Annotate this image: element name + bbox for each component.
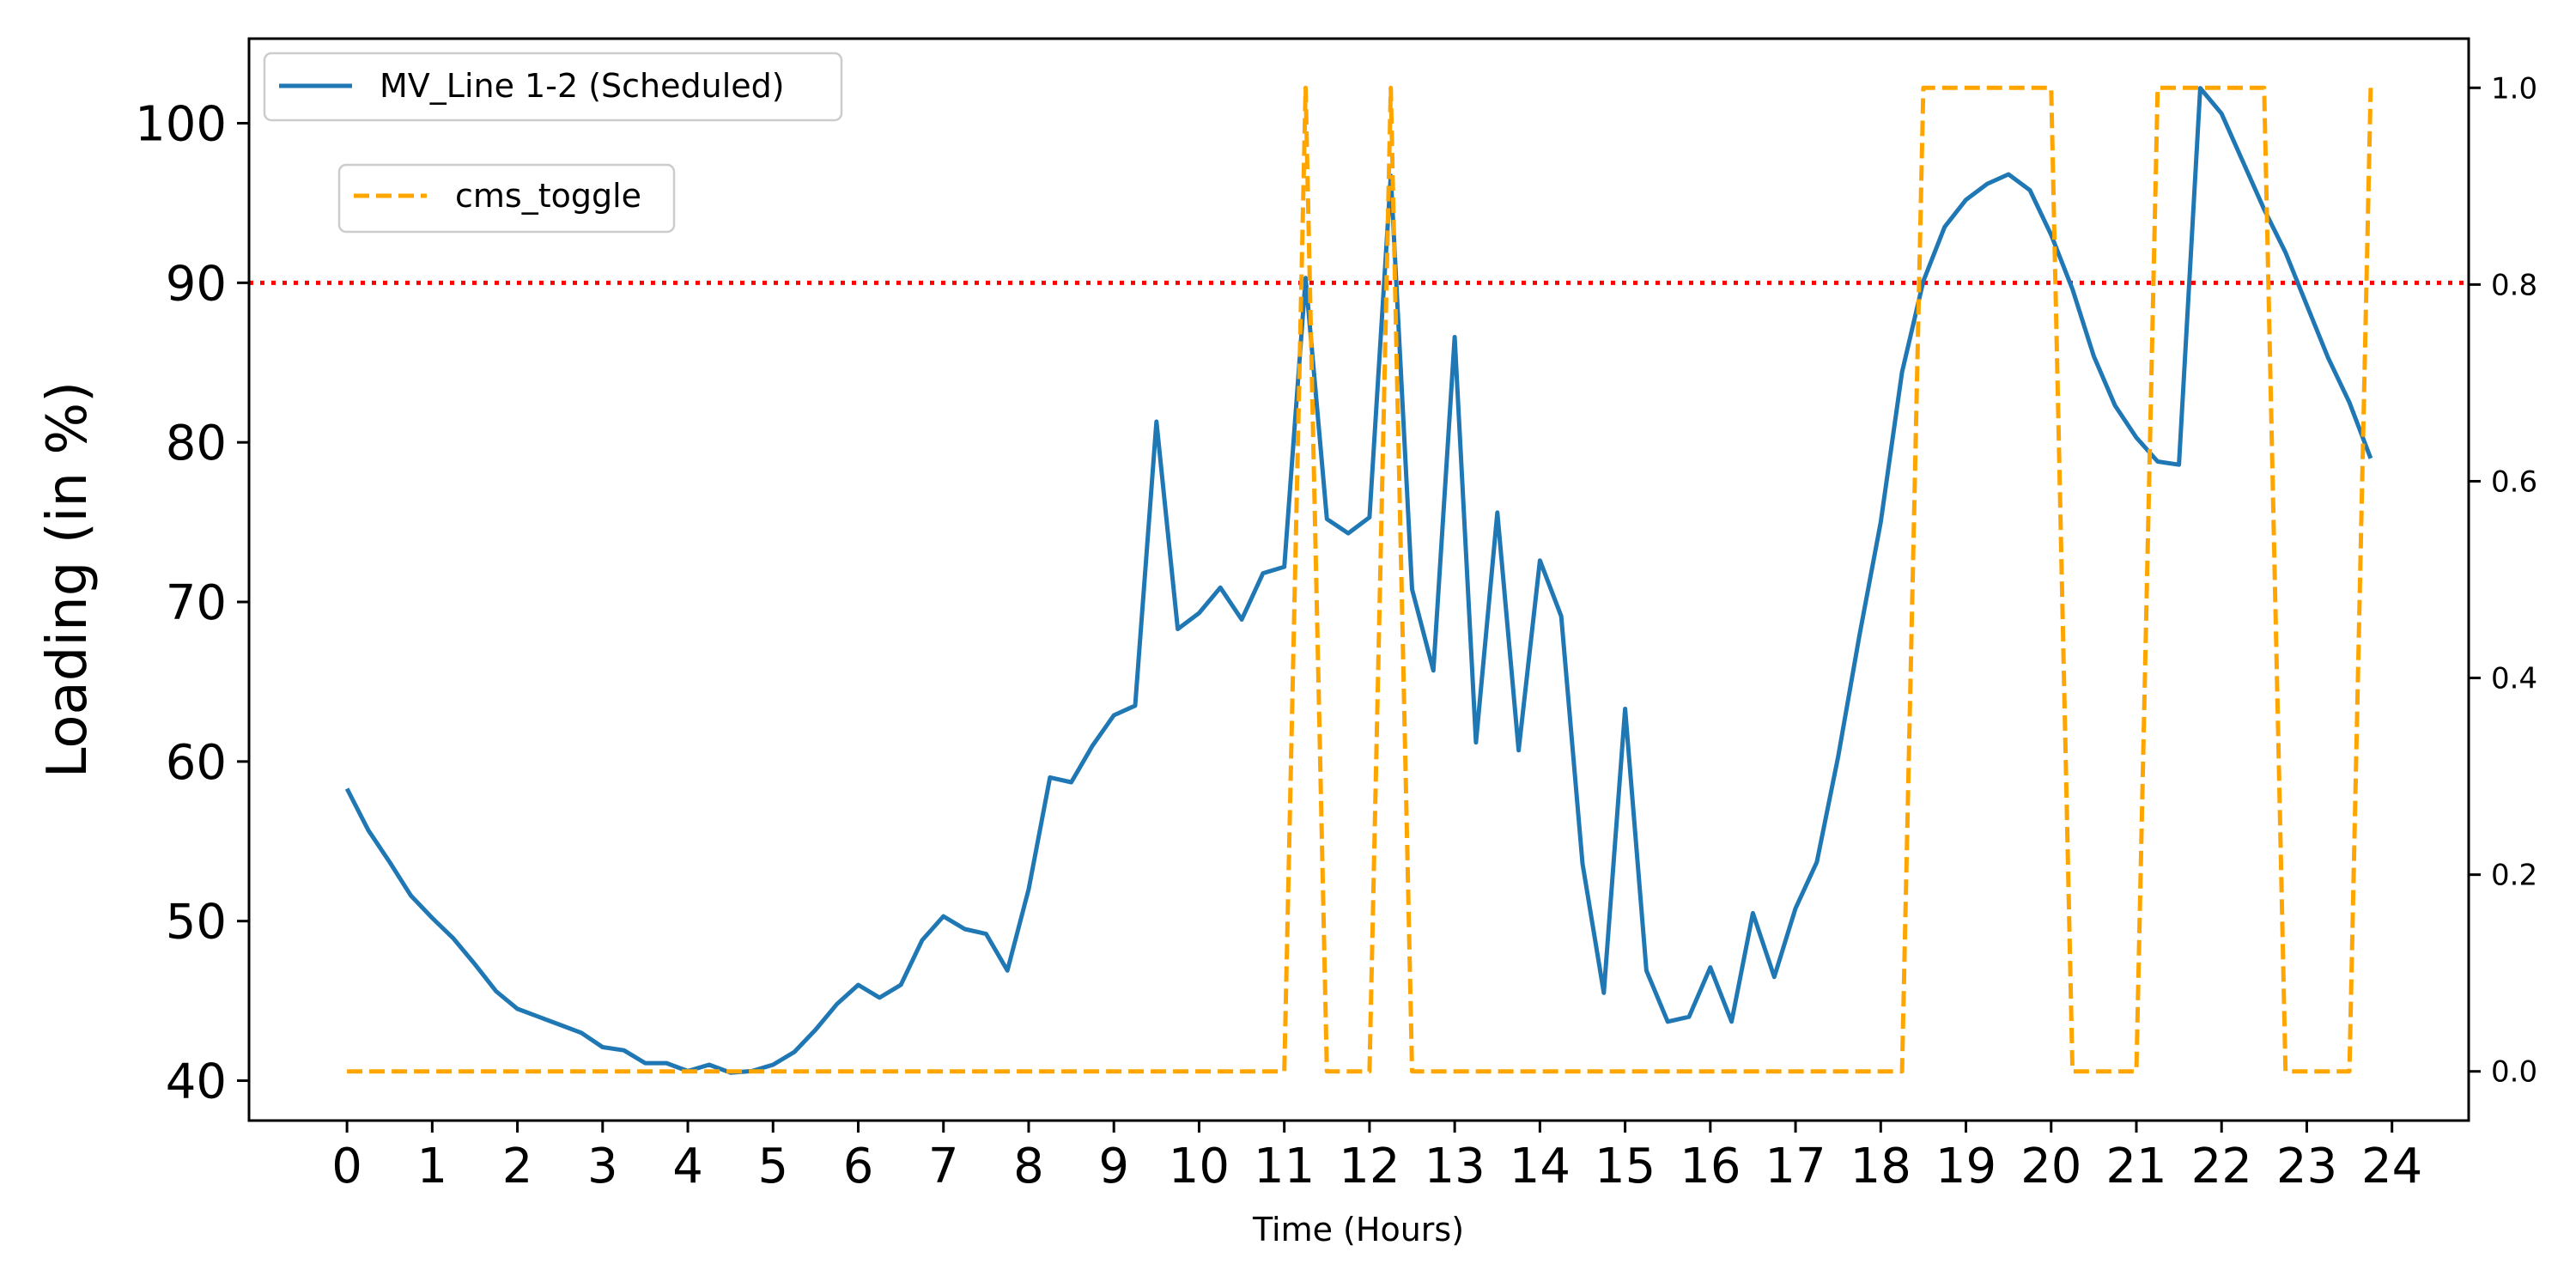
x-tick-label: 15 xyxy=(1595,1139,1656,1194)
legend-secondary-box xyxy=(337,163,676,234)
y2-tick-label: 0.2 xyxy=(2491,859,2537,893)
x-tick-label: 1 xyxy=(417,1139,448,1194)
y-tick-label: 90 xyxy=(166,256,227,312)
x-tick-label: 5 xyxy=(757,1139,788,1194)
legend-primary: MV_Line 1-2 (Scheduled) xyxy=(263,52,843,122)
x-tick-label: 19 xyxy=(1935,1139,1996,1194)
x-tick-label: 23 xyxy=(2276,1139,2337,1194)
series-line-cms-toggle xyxy=(347,85,2373,1074)
x-tick-label: 2 xyxy=(502,1139,533,1194)
y-tick-label: 60 xyxy=(166,735,227,791)
x-tick-label: 22 xyxy=(2191,1139,2252,1194)
x-tick-label: 11 xyxy=(1254,1139,1315,1194)
y2-tick-label: 0.4 xyxy=(2491,662,2537,696)
x-tick-label: 12 xyxy=(1339,1139,1400,1194)
x-tick-label: 24 xyxy=(2361,1139,2422,1194)
x-tick-label: 13 xyxy=(1425,1139,1485,1194)
y2-tick-label: 1.0 xyxy=(2491,71,2537,106)
x-tick-label: 17 xyxy=(1765,1139,1826,1194)
y-axis-label: Loading (in %) xyxy=(36,381,100,778)
y2-tick-label: 0.6 xyxy=(2491,465,2537,499)
y2-tick-label: 0.8 xyxy=(2491,268,2537,302)
y-tick-label: 50 xyxy=(166,895,227,951)
x-tick-label: 4 xyxy=(672,1139,703,1194)
x-axis-label: Time (Hours) xyxy=(1252,1211,1464,1249)
x-tick-label: 6 xyxy=(843,1139,874,1194)
x-tick-label: 7 xyxy=(928,1139,959,1194)
x-tick-label: 9 xyxy=(1098,1139,1129,1194)
legend-secondary: cms_toggle xyxy=(337,163,676,234)
x-tick-label: 0 xyxy=(331,1139,362,1194)
y2-tick-label: 0.0 xyxy=(2491,1055,2537,1090)
x-tick-label: 16 xyxy=(1680,1139,1741,1194)
y-tick-label: 70 xyxy=(166,575,227,631)
x-tick-label: 21 xyxy=(2105,1139,2166,1194)
legend-primary-box xyxy=(263,52,843,122)
x-tick-label: 18 xyxy=(1850,1139,1911,1194)
plot-frame xyxy=(247,37,2470,1122)
x-tick-label: 8 xyxy=(1013,1139,1044,1194)
y-tick-label: 100 xyxy=(135,96,227,152)
y-tick-label: 80 xyxy=(166,416,227,471)
x-tick-label: 20 xyxy=(2020,1139,2081,1194)
x-tick-label: 10 xyxy=(1169,1139,1230,1194)
legend-primary-label: MV_Line 1-2 (Scheduled) xyxy=(380,67,785,105)
x-tick-label: 3 xyxy=(587,1139,618,1194)
legend-secondary-label: cms_toggle xyxy=(455,177,641,215)
y-tick-label: 40 xyxy=(166,1054,227,1110)
x-tick-label: 14 xyxy=(1510,1139,1571,1194)
